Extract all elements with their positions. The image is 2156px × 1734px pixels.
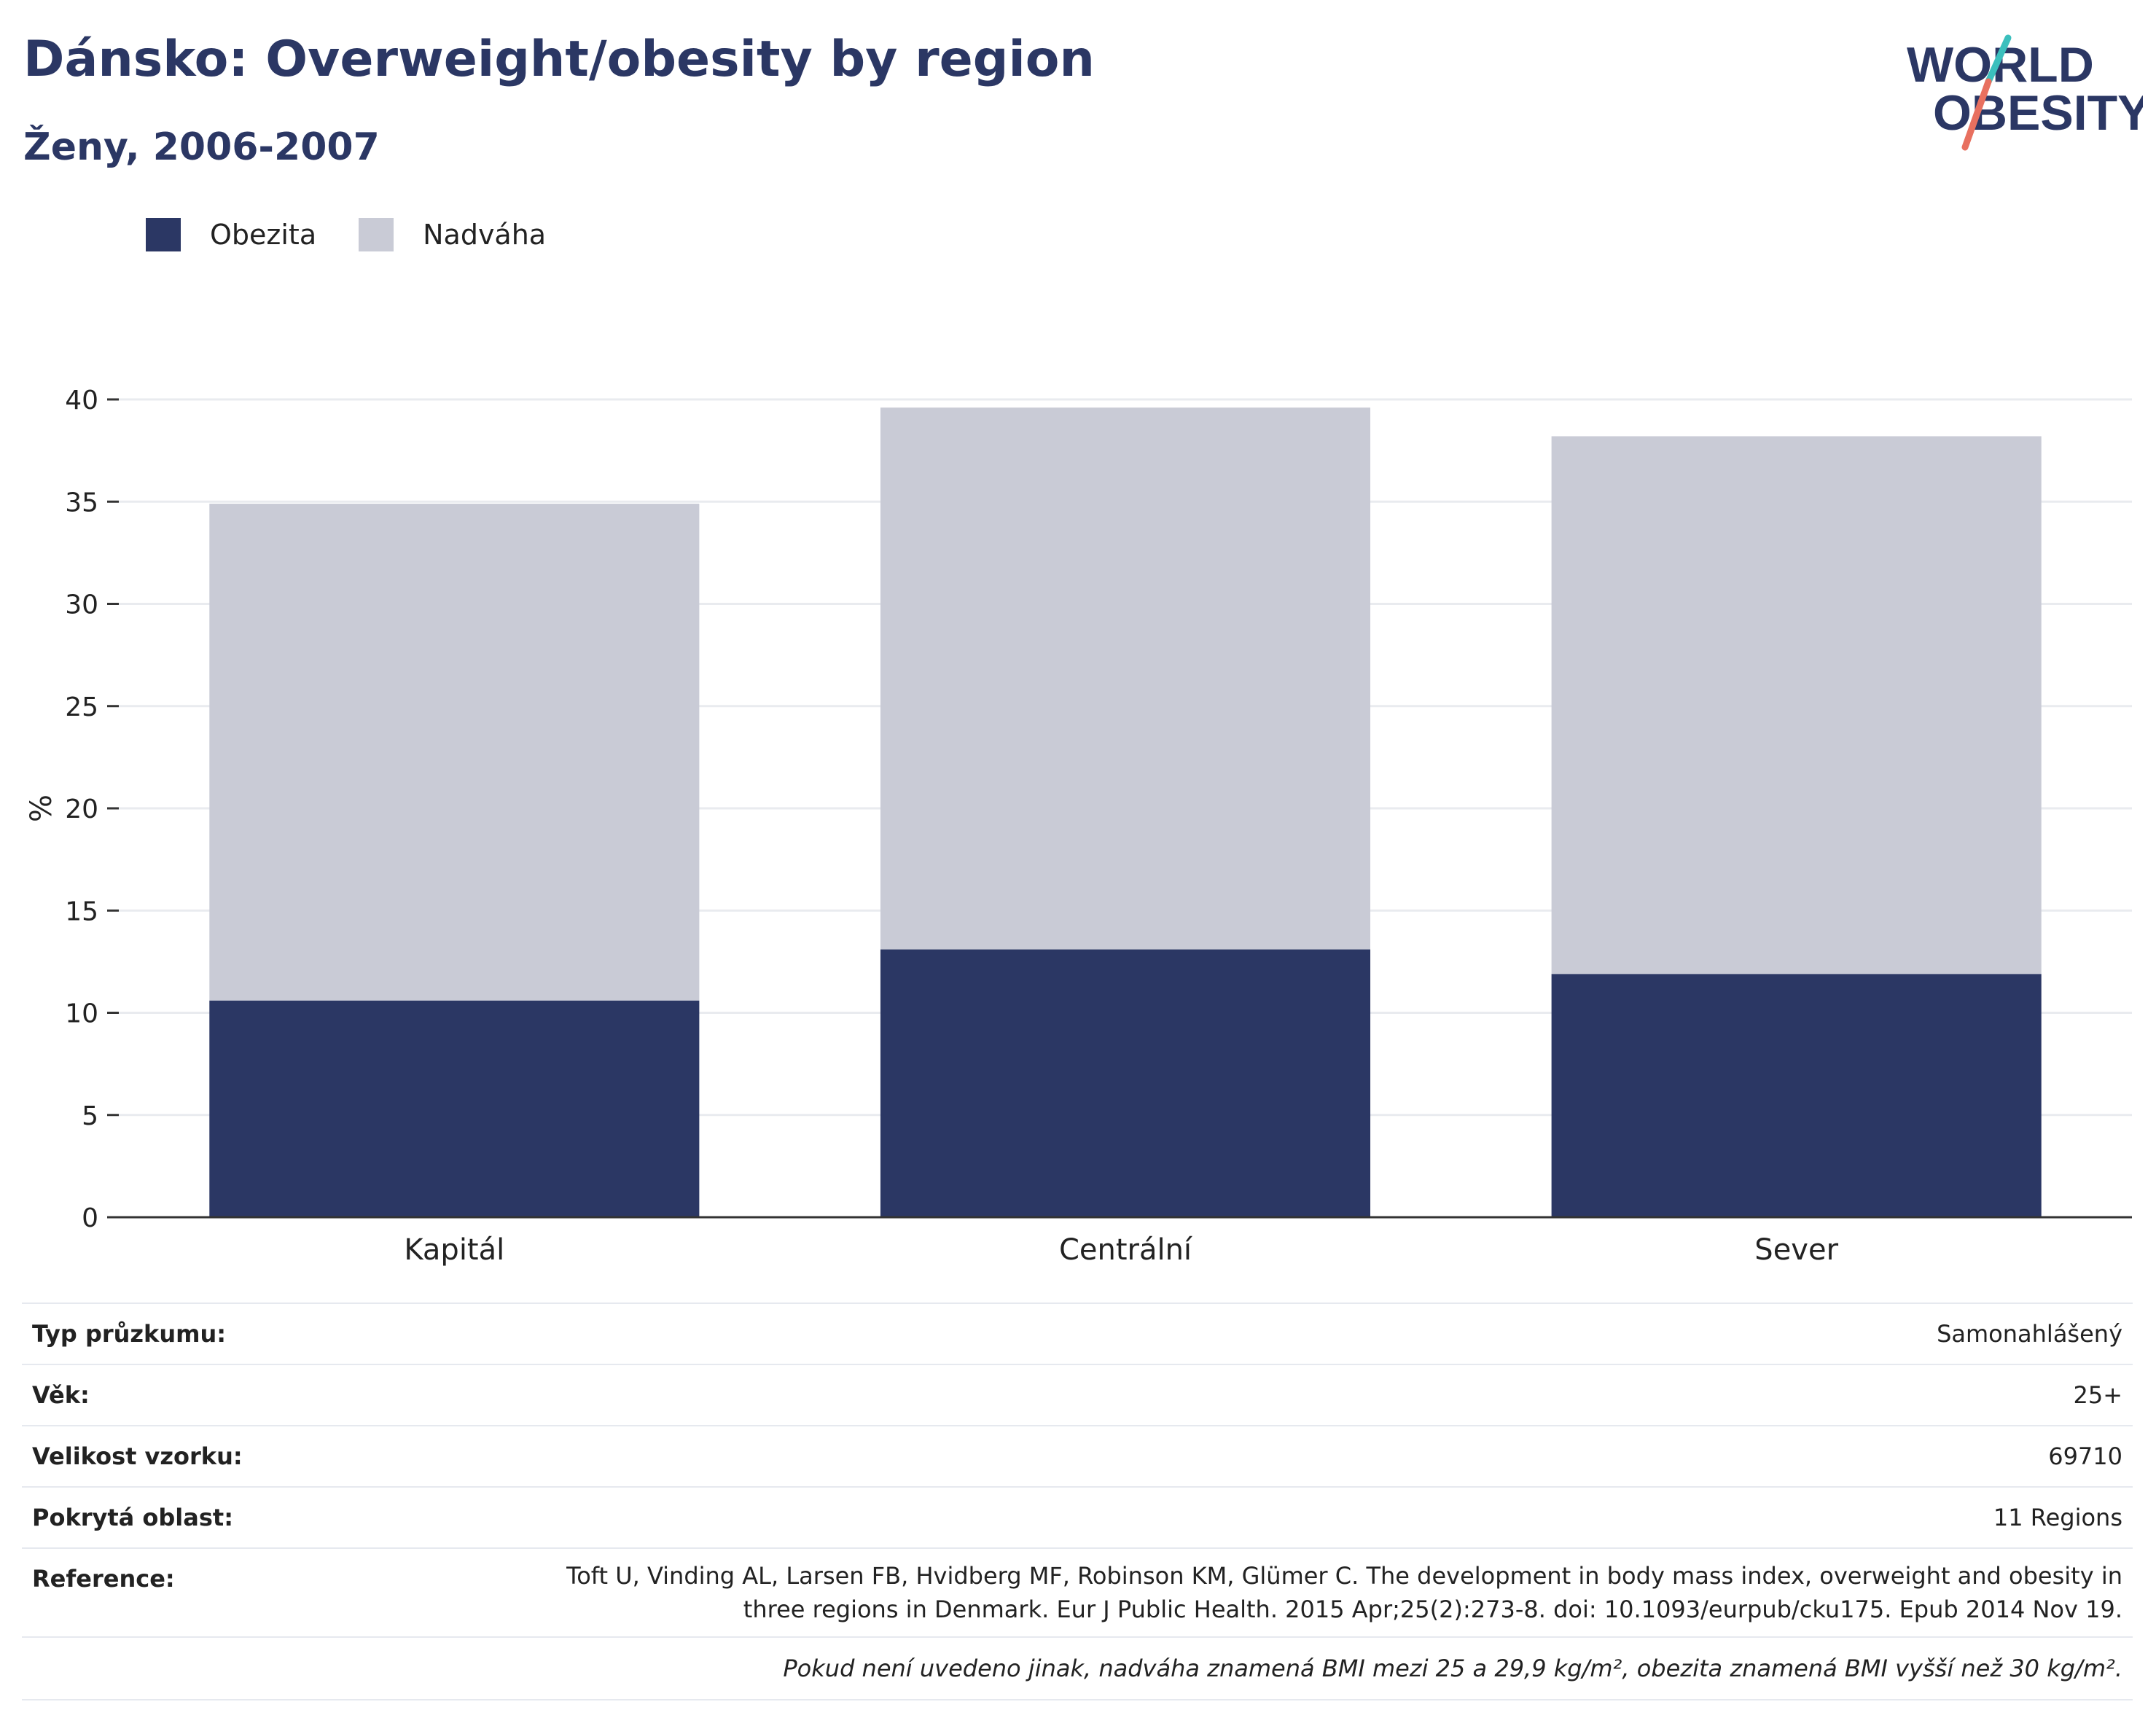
info-row-sample-size: Velikost vzorku: 69710: [22, 1425, 2133, 1486]
y-tick-label: 5: [82, 1101, 98, 1131]
legend-label-overweight: Nadváha: [423, 219, 547, 251]
y-tick-label: 0: [82, 1203, 98, 1233]
y-tick-label: 35: [65, 488, 98, 518]
x-tick-label: Sever: [1754, 1233, 1838, 1267]
bar-overweight: [1551, 436, 2042, 975]
y-axis-label: %: [25, 794, 58, 822]
legend-item-overweight[interactable]: Nadváha: [359, 218, 546, 251]
bar-chart: 0 5 10 15 20 25 30 35 40% Kapitál Centrální Sever: [25, 386, 2132, 1267]
sample-size-label: Velikost vzorku:: [32, 1442, 243, 1470]
info-row-reference: Reference: Toft U, Vinding AL, Larsen FB…: [22, 1547, 2133, 1636]
bmi-note: Pokud není uvedeno jinak, nadváha znamen…: [22, 1636, 2133, 1700]
logo-stroke-coral: [1961, 78, 1992, 151]
bar-obesity: [1551, 974, 2042, 1217]
bar-obesity: [209, 1000, 700, 1217]
y-tick-label: 15: [65, 897, 98, 926]
legend-label-obesity: Obezita: [210, 219, 317, 251]
age-value: 25+: [2073, 1381, 2122, 1409]
legend-swatch-overweight: [359, 218, 394, 251]
logo-stroke-teal: [1985, 34, 2012, 85]
bmi-note-text: Pokud není uvedeno jinak, nadváha znamen…: [783, 1655, 2122, 1682]
chart-subtitle: Ženy, 2006-2007: [23, 125, 380, 169]
y-tick-label: 10: [65, 999, 98, 1029]
info-row-survey-type: Typ průzkumu: Samonahlášený: [22, 1303, 2133, 1364]
chart-title: Dánsko: Overweight/obesity by region: [23, 31, 1095, 88]
world-obesity-logo: WORLD OBESITY: [1907, 34, 2143, 151]
survey-type-label: Typ průzkumu:: [32, 1320, 227, 1348]
bar-overweight: [209, 504, 700, 1001]
age-label: Věk:: [32, 1381, 90, 1409]
reference-label: Reference:: [32, 1565, 175, 1593]
x-tick-label: Centrální: [1059, 1233, 1193, 1267]
chart-legend: Obezita Nadváha: [146, 215, 588, 254]
area-value: 11 Regions: [1993, 1504, 2122, 1531]
info-row-age: Věk: 25+: [22, 1364, 2133, 1425]
bar-obesity: [880, 949, 1371, 1217]
survey-type-value: Samonahlášený: [1937, 1320, 2122, 1348]
sample-size-value: 69710: [2048, 1442, 2122, 1470]
y-tick-label: 25: [65, 692, 98, 722]
y-tick-label: 30: [65, 590, 98, 620]
legend-item-obesity[interactable]: Obezita: [146, 218, 316, 251]
area-label: Pokrytá oblast:: [32, 1504, 233, 1531]
x-tick-label: Kapitál: [404, 1233, 504, 1267]
y-tick-label: 40: [65, 386, 98, 415]
legend-swatch-obesity: [146, 218, 181, 251]
bar-overweight: [880, 407, 1371, 950]
logo-line1: WORLD: [1907, 37, 2094, 93]
info-table: Typ průzkumu: Samonahlášený Věk: 25+ Vel…: [22, 1303, 2133, 1700]
info-row-area: Pokrytá oblast: 11 Regions: [22, 1486, 2133, 1547]
y-tick-label: 20: [65, 794, 98, 824]
reference-value: Toft U, Vinding AL, Larsen FB, Hvidberg …: [566, 1562, 2122, 1623]
